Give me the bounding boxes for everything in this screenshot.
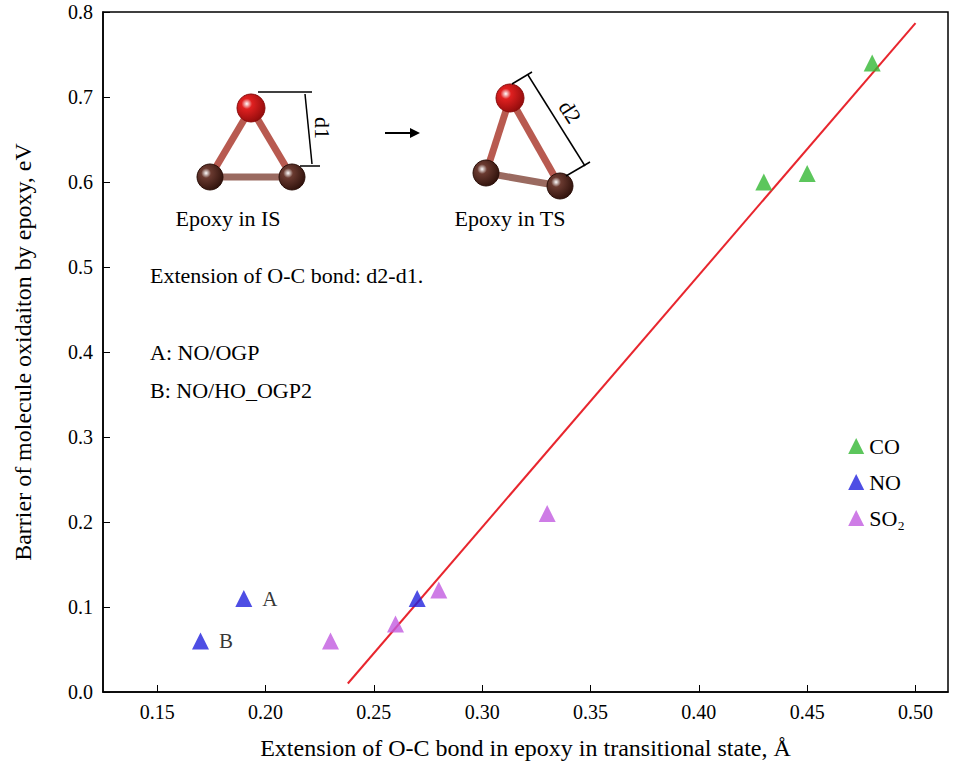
- svg-text:CO: CO: [869, 434, 900, 459]
- svg-text:Epoxy in TS: Epoxy in TS: [455, 206, 566, 231]
- svg-text:B: B: [219, 629, 233, 653]
- svg-text:Extension of O-C bond: d2-d1.: Extension of O-C bond: d2-d1.: [150, 263, 423, 288]
- svg-text:SO₂: SO₂: [869, 506, 905, 531]
- svg-text:0.8: 0.8: [68, 1, 93, 23]
- svg-text:NO: NO: [869, 470, 901, 495]
- svg-text:0.0: 0.0: [68, 681, 93, 703]
- svg-text:0.6: 0.6: [68, 171, 93, 193]
- svg-text:0.1: 0.1: [68, 596, 93, 618]
- svg-text:0.3: 0.3: [68, 426, 93, 448]
- svg-text:0.45: 0.45: [790, 701, 825, 723]
- svg-text:0.20: 0.20: [248, 701, 283, 723]
- svg-text:A: A: [262, 587, 278, 611]
- svg-text:0.30: 0.30: [465, 701, 500, 723]
- svg-text:0.35: 0.35: [573, 701, 608, 723]
- svg-text:d2: d2: [554, 96, 587, 128]
- svg-text:0.5: 0.5: [68, 256, 93, 278]
- svg-text:d1: d1: [310, 117, 335, 139]
- svg-text:B: NO/HO_OGP2: B: NO/HO_OGP2: [150, 378, 312, 403]
- svg-text:0.7: 0.7: [68, 86, 93, 108]
- svg-text:Extension of O-C bond in epoxy: Extension of O-C bond in epoxy in transi…: [260, 735, 791, 761]
- svg-text:0.25: 0.25: [356, 701, 391, 723]
- svg-text:0.2: 0.2: [68, 511, 93, 533]
- svg-text:0.40: 0.40: [681, 701, 716, 723]
- svg-text:0.4: 0.4: [68, 341, 93, 363]
- svg-text:0.50: 0.50: [898, 701, 933, 723]
- svg-text:Epoxy in IS: Epoxy in IS: [175, 206, 280, 231]
- svg-text:0.15: 0.15: [140, 701, 175, 723]
- svg-text:Barrier of molecule oxidaiton: Barrier of molecule oxidaiton by epoxy, …: [10, 143, 36, 561]
- svg-text:A: NO/OGP: A: NO/OGP: [150, 340, 259, 365]
